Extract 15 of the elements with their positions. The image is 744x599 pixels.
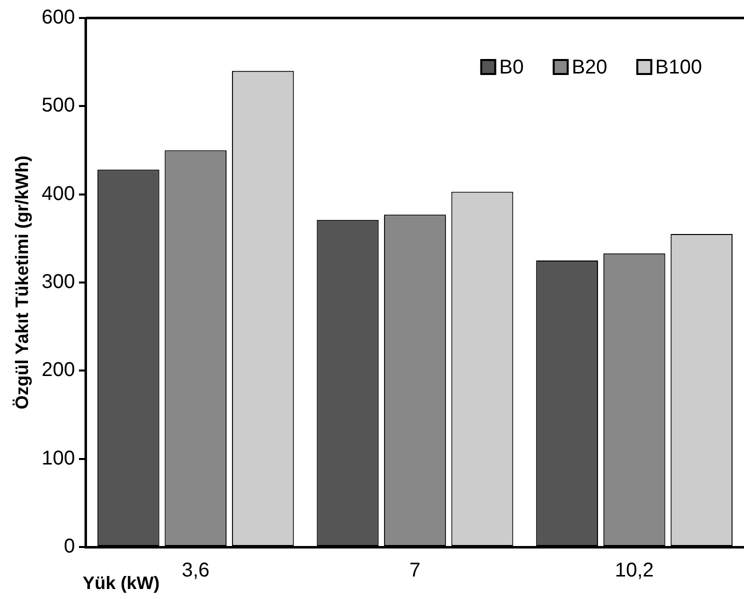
legend-label: B100 (655, 56, 702, 79)
x-tick-label: 10,2 (614, 560, 654, 582)
x-axis-title: Yük (kW) (82, 572, 160, 593)
y-tick-label: 200 (42, 359, 75, 382)
y-tick-label: 100 (42, 447, 75, 470)
y-tick-label: 300 (42, 271, 75, 294)
x-tick-label: 7 (409, 560, 421, 582)
y-axis-title: Özgül Yakıt Tüketimi (gr/kWh) (12, 156, 32, 410)
x-tick-label: 3,6 (182, 560, 210, 582)
y-tick-label: 400 (42, 182, 75, 205)
y-tick-label: 600 (42, 6, 75, 29)
legend-label: B0 (499, 56, 524, 79)
legend-label: B20 (572, 56, 608, 79)
y-tick-label: 500 (42, 94, 75, 117)
y-tick-label: 0 (64, 536, 75, 558)
